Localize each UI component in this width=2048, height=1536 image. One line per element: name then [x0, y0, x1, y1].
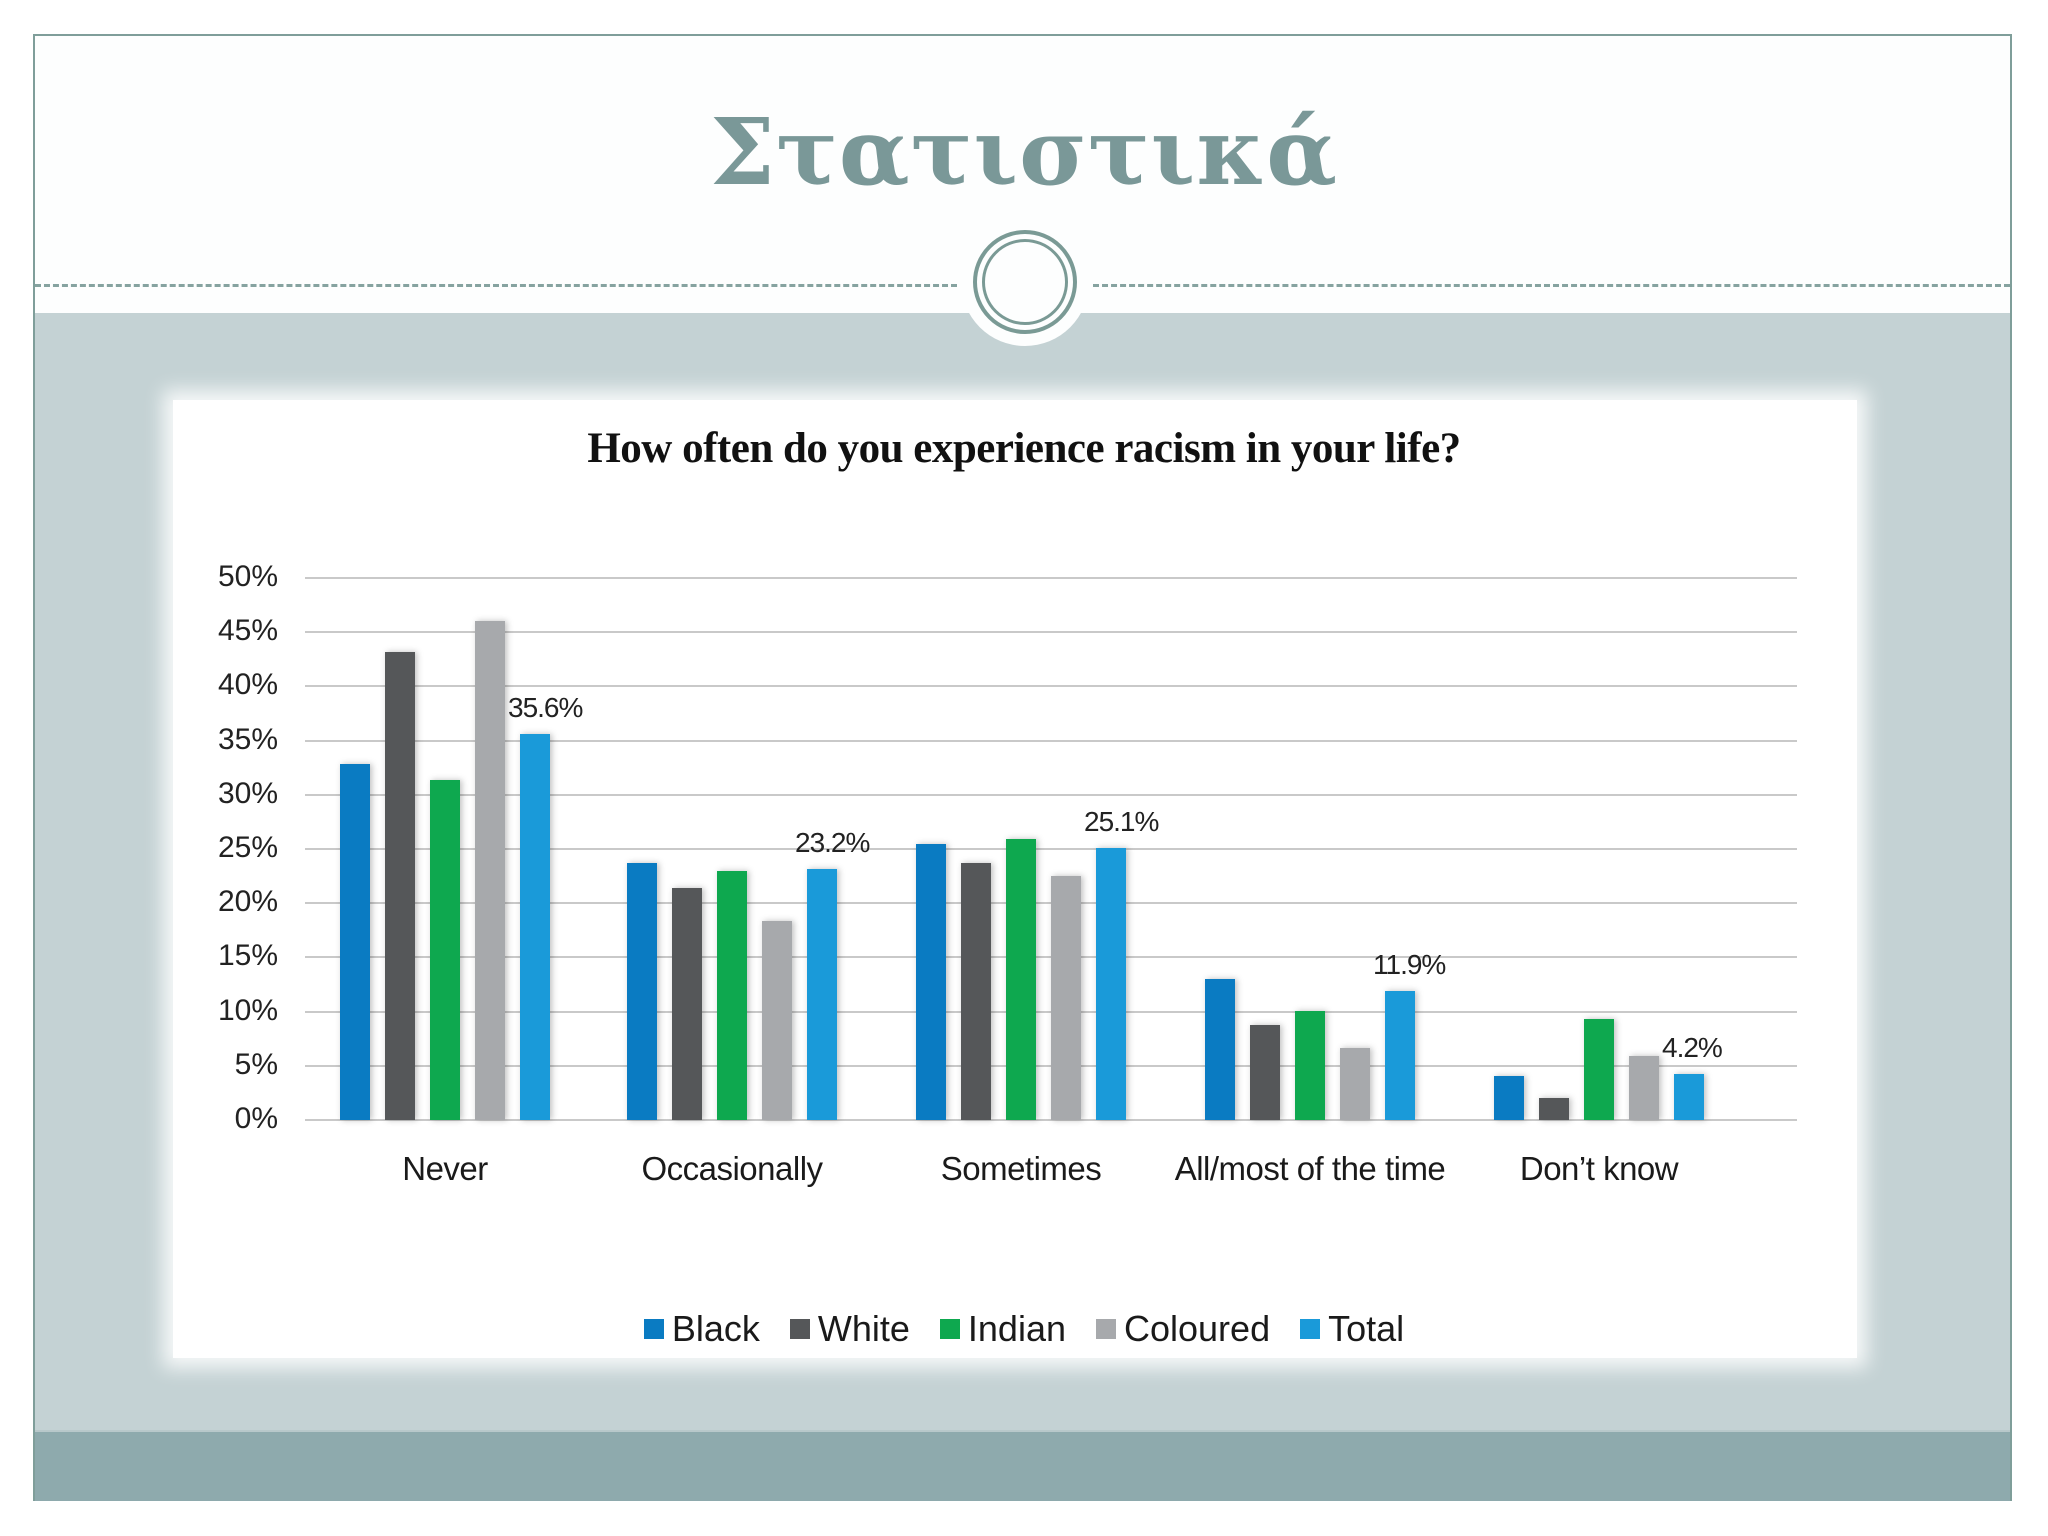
legend-swatch-icon	[1096, 1319, 1116, 1339]
data-label-total: 23.2%	[795, 826, 870, 858]
bar-total	[1385, 991, 1415, 1120]
bar-indian	[1584, 1019, 1614, 1120]
bar-indian	[717, 870, 747, 1120]
x-axis-category-label: Never	[402, 1150, 488, 1187]
legend-item-coloured: Coloured	[1096, 1308, 1270, 1350]
legend-swatch-icon	[643, 1319, 664, 1339]
bar-white	[672, 888, 702, 1120]
bar-white	[1539, 1098, 1569, 1120]
gridline	[305, 685, 1797, 688]
bar-white	[385, 651, 415, 1120]
bar-black	[340, 764, 370, 1120]
x-axis-category-label: Don’t know	[1519, 1150, 1679, 1187]
bar-black	[1494, 1075, 1524, 1120]
bar-white	[961, 863, 991, 1120]
legend-swatch-icon	[1300, 1319, 1321, 1339]
header-divider-right	[1093, 284, 2010, 287]
bar-indian	[1006, 839, 1036, 1120]
circle-ornament-inner-icon	[982, 239, 1068, 325]
y-axis-tick-label: 50%	[217, 560, 278, 593]
slide-title: Στατιστικά	[709, 98, 1339, 206]
y-axis-tick-label: 35%	[217, 722, 278, 756]
header-divider-left	[35, 284, 957, 287]
x-axis-category-label: All/most of the time	[1174, 1150, 1446, 1187]
legend-swatch-icon	[789, 1319, 810, 1339]
bar-coloured	[762, 920, 792, 1120]
gridline	[305, 793, 1797, 796]
chart-legend: Black White Indian Coloured Total	[0, 1308, 2048, 1350]
bar-coloured	[475, 621, 505, 1120]
legend-item-total: Total	[1300, 1308, 1404, 1350]
bar-white	[1250, 1024, 1280, 1120]
circle-ornament-icon	[973, 230, 1077, 334]
gridline	[305, 631, 1797, 634]
y-axis-tick-label: 30%	[217, 776, 278, 810]
legend-label: Indian	[967, 1308, 1066, 1349]
bar-indian	[430, 779, 460, 1120]
y-axis-tick-label: 45%	[217, 614, 278, 648]
y-axis-tick-label: 15%	[217, 939, 278, 973]
gridline	[305, 1119, 1797, 1121]
gridline	[305, 577, 1797, 579]
legend-item-indian: Indian	[939, 1308, 1066, 1350]
chart-title: How often do you experience racism in yo…	[587, 425, 1461, 472]
bar-black	[916, 843, 946, 1120]
bar-total	[807, 868, 837, 1120]
bar-indian	[1295, 1010, 1325, 1120]
bar-total	[1674, 1074, 1704, 1120]
bar-black	[1205, 979, 1235, 1120]
legend-label: White	[817, 1308, 910, 1349]
legend-swatch-icon	[939, 1319, 960, 1339]
bar-total	[1096, 847, 1126, 1120]
y-axis-tick-label: 25%	[217, 831, 278, 864]
y-axis-tick-label: 40%	[217, 668, 278, 702]
bar-coloured	[1629, 1056, 1659, 1120]
bar-coloured	[1340, 1048, 1370, 1120]
legend-label: Black	[671, 1308, 760, 1349]
bar-total	[520, 734, 550, 1120]
bar-black	[627, 863, 657, 1120]
x-axis-category-label: Sometimes	[940, 1150, 1102, 1187]
y-axis-tick-label: 20%	[217, 885, 278, 919]
data-label-total: 11.9%	[1373, 949, 1446, 980]
data-label-total: 4.2%	[1662, 1032, 1723, 1064]
y-axis-tick-label: 5%	[234, 1047, 278, 1081]
gridline	[305, 739, 1797, 742]
legend-item-white: White	[789, 1308, 910, 1350]
legend-label: Total	[1328, 1308, 1405, 1349]
gridline	[305, 848, 1797, 850]
legend-item-black: Black	[643, 1308, 760, 1350]
footer-band	[35, 1430, 2010, 1501]
x-axis-category-label: Occasionally	[641, 1150, 823, 1187]
data-label-total: 25.1%	[1084, 805, 1159, 837]
bar-coloured	[1051, 876, 1081, 1120]
data-label-total: 35.6%	[508, 692, 583, 724]
y-axis-tick-label: 0%	[234, 1102, 278, 1135]
y-axis-tick-label: 10%	[217, 993, 278, 1027]
legend-label: Coloured	[1124, 1308, 1271, 1349]
